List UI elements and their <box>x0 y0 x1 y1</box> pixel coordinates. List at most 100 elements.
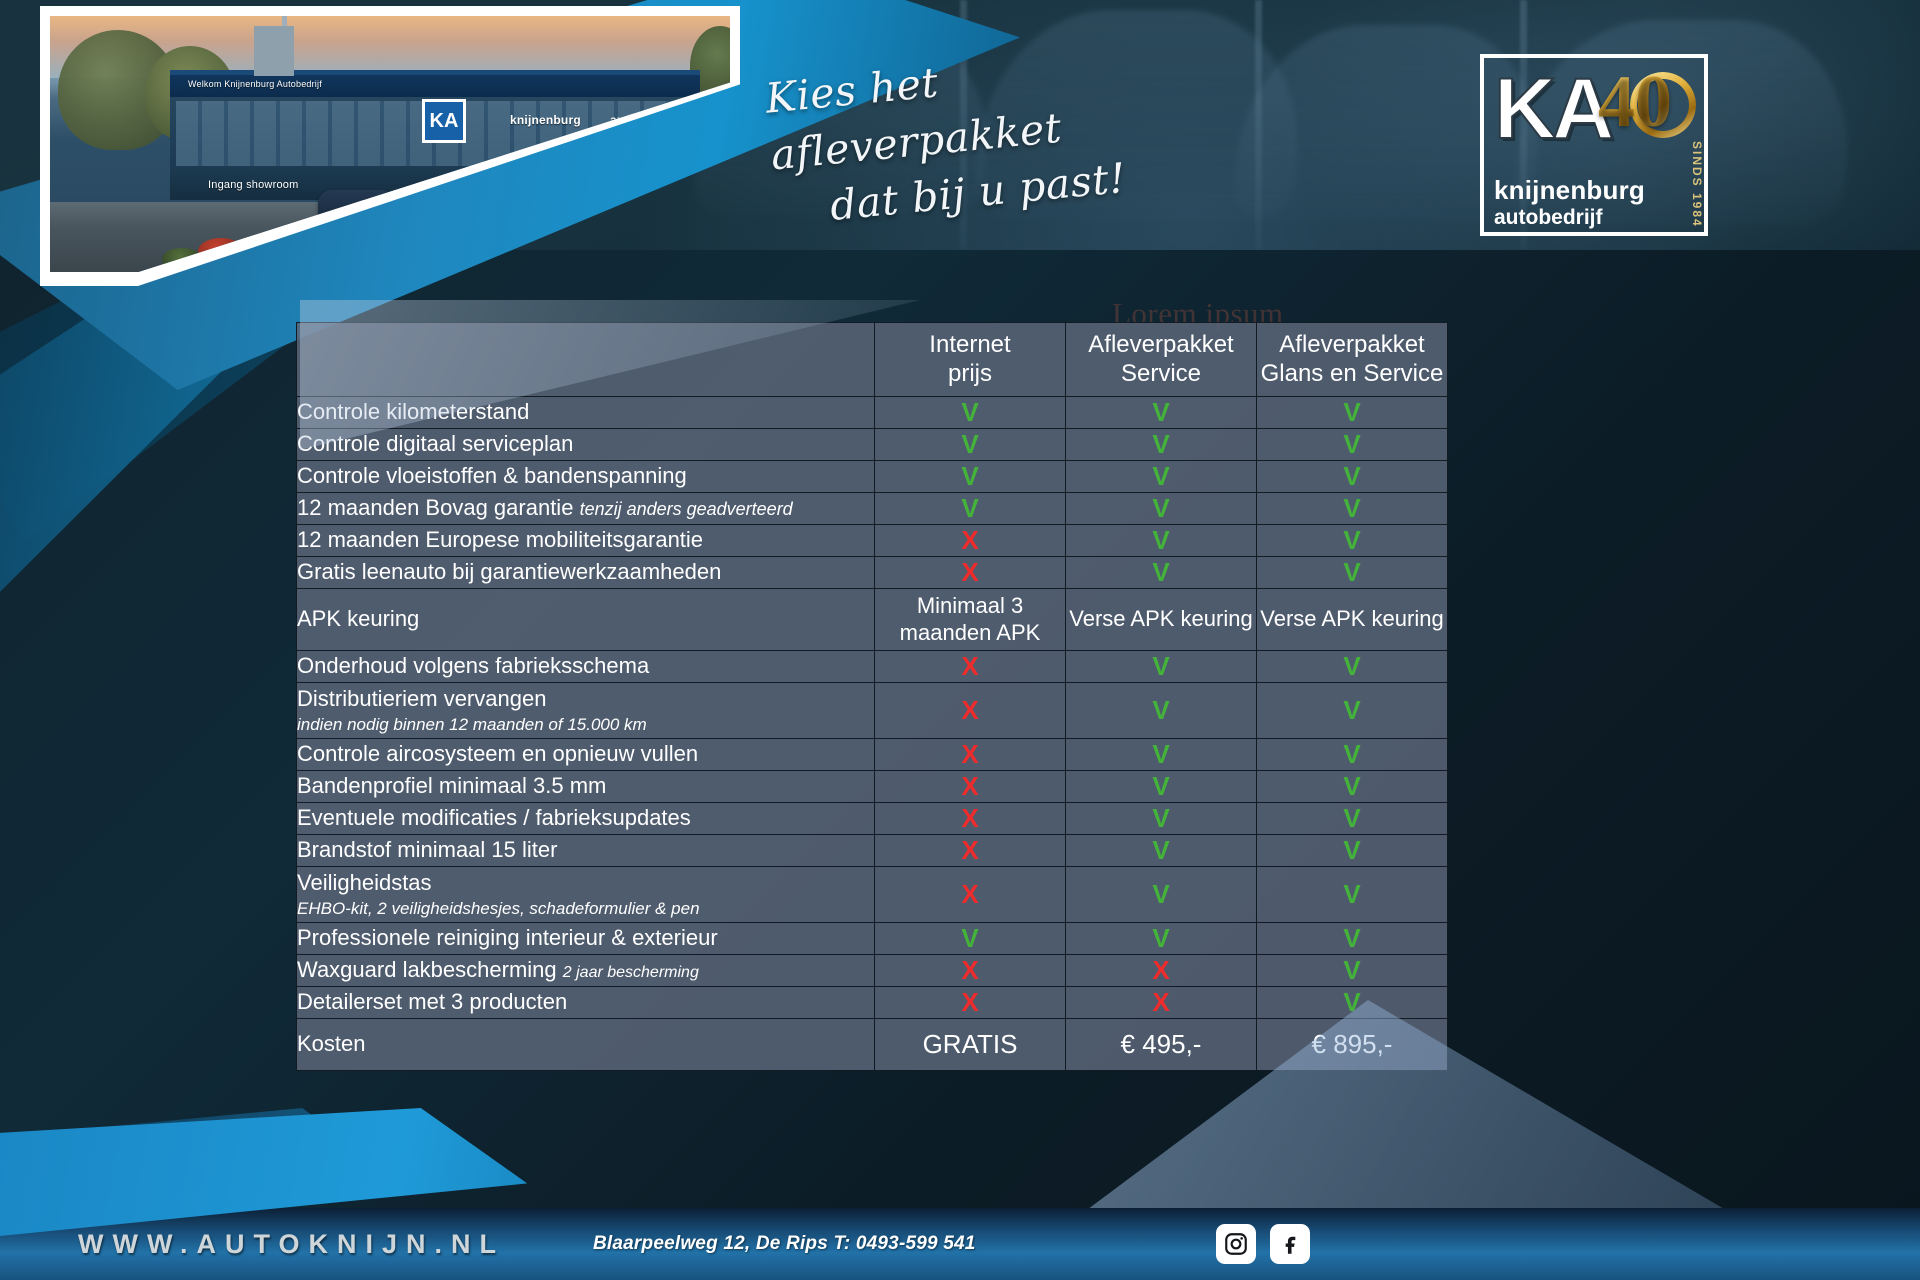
table-row: 12 maanden Bovag garantie tenzij anders … <box>296 492 1448 525</box>
check-mark-cell: V <box>1065 834 1257 867</box>
check-icon: V <box>1152 771 1170 801</box>
background-pole <box>1520 0 1527 250</box>
background-pole <box>1255 0 1262 250</box>
check-icon: V <box>1343 461 1361 491</box>
cross-icon: X <box>961 771 979 801</box>
cross-icon: X <box>961 955 979 985</box>
logo-ka-text: KA <box>1493 60 1615 158</box>
logo-since-text: SINDS 1984 <box>1690 141 1704 228</box>
check-icon: V <box>1152 923 1170 953</box>
check-mark-cell: V <box>1065 556 1257 589</box>
table-row: Brandstof minimaal 15 liter X V V <box>296 834 1448 867</box>
instagram-icon[interactable] <box>1216 1224 1256 1264</box>
check-icon: V <box>961 429 979 459</box>
table-row: Gratis leenauto bij garantiewerkzaamhede… <box>296 556 1448 589</box>
header-line-1: Afleverpakket <box>1279 331 1425 359</box>
facebook-icon[interactable] <box>1270 1224 1310 1264</box>
footer-social-links <box>1216 1224 1310 1264</box>
cross-mark-cell: X <box>1065 954 1257 987</box>
check-icon: V <box>1152 525 1170 555</box>
feature-cell: 12 maanden Bovag garantie tenzij anders … <box>296 492 875 525</box>
cross-mark-cell: X <box>874 650 1066 683</box>
check-mark-cell: V <box>1065 682 1257 739</box>
feature-cell: Kosten <box>296 1018 875 1071</box>
feature-label: Professionele reiniging interieur & exte… <box>297 925 718 951</box>
feature-cell: Controle vloeistoffen & bandenspanning <box>296 460 875 493</box>
feature-label: Controle kilometerstand <box>297 399 530 425</box>
check-mark-cell: V <box>874 396 1066 429</box>
check-icon: V <box>1152 557 1170 587</box>
table-row: Distributieriem vervangen indien nodig bi… <box>296 682 1448 739</box>
cross-mark-cell: X <box>874 986 1066 1019</box>
check-icon: V <box>1152 695 1170 725</box>
check-mark-cell: V <box>1065 866 1257 923</box>
cross-mark-cell: X <box>874 738 1066 771</box>
table-row: Controle kilometerstand V V V <box>296 396 1448 429</box>
background-pole <box>960 0 967 250</box>
check-mark-cell: V <box>874 492 1066 525</box>
check-mark-cell: V <box>1065 460 1257 493</box>
check-icon: V <box>961 493 979 523</box>
check-icon: V <box>1152 493 1170 523</box>
feature-cell: Bandenprofiel minimaal 3.5 mm <box>296 770 875 803</box>
table-header-column-3: Afleverpakket Glans en Service <box>1256 322 1448 397</box>
feature-label: 12 maanden Europese mobiliteitsgarantie <box>297 527 704 553</box>
cross-mark-cell: X <box>1065 986 1257 1019</box>
header-line-1: Afleverpakket <box>1088 331 1234 359</box>
cross-mark-cell: X <box>874 866 1066 923</box>
check-icon: V <box>1343 557 1361 587</box>
feature-label: Distributieriem vervangen <box>297 685 547 711</box>
check-icon: V <box>1343 803 1361 833</box>
check-icon: V <box>1343 429 1361 459</box>
feature-label: Onderhoud volgens fabrieksschema <box>297 653 650 679</box>
cross-icon: X <box>961 695 979 725</box>
value-cell: Verse APK keuring <box>1065 588 1257 651</box>
table-body: Controle kilometerstand V V V Controle digit… <box>296 396 1448 1071</box>
footer-website-url[interactable]: WWW.AUTOKNIJN.NL <box>78 1228 505 1259</box>
table-row: 12 maanden Europese mobiliteitsgarantie X… <box>296 524 1448 557</box>
cross-mark-cell: X <box>874 802 1066 835</box>
feature-note: 2 jaar bescherming <box>562 964 699 982</box>
check-icon: V <box>961 461 979 491</box>
logo-company-name: knijnenburg <box>1494 175 1645 205</box>
photo-welcome-sign: Welkom Knijnenburg Autobedrijf <box>188 79 322 89</box>
feature-cell: Distributieriem vervangen indien nodig bi… <box>296 682 875 739</box>
check-icon: V <box>1343 397 1361 427</box>
cross-icon: X <box>961 987 979 1017</box>
header-line-2: Glans en Service <box>1260 359 1444 387</box>
check-mark-cell: V <box>1256 460 1448 493</box>
check-mark-cell: V <box>1065 524 1257 557</box>
table-row: APK keuring Minimaal 3 maanden APK Verse A… <box>296 588 1448 651</box>
check-mark-cell: V <box>1256 396 1448 429</box>
feature-cell: Onderhoud volgens fabrieksschema <box>296 650 875 683</box>
feature-cell: Controle kilometerstand <box>296 396 875 429</box>
table-row: Controle vloeistoffen & bandenspanning V V… <box>296 460 1448 493</box>
feature-label: Veiligheidstas <box>297 869 432 895</box>
value-cell: € 495,- <box>1065 1018 1257 1071</box>
check-mark-cell: V <box>1065 492 1257 525</box>
feature-label: Controle vloeistoffen & bandenspanning <box>297 463 687 489</box>
logo-anniversary-ring <box>1630 72 1696 138</box>
logo-company-subtitle: autobedrijf <box>1494 206 1603 229</box>
table-row: Kosten GRATIS € 495,- € 895,- <box>296 1018 1448 1071</box>
table-header-feature-cell <box>296 322 875 397</box>
feature-cell: Gratis leenauto bij garantiewerkzaamhede… <box>296 556 875 589</box>
check-mark-cell: V <box>1256 866 1448 923</box>
cross-icon: X <box>961 651 979 681</box>
check-mark-cell: V <box>1256 954 1448 987</box>
check-icon: V <box>1343 955 1361 985</box>
cross-mark-cell: X <box>874 770 1066 803</box>
feature-cell: Veiligheidstas EHBO-kit, 2 veiligheidshes… <box>296 866 875 923</box>
table-header: Internet prijs Afleverpakket Service Aflever… <box>296 322 1448 397</box>
photo-entrance-sign: Ingang showroom <box>208 179 299 191</box>
check-mark-cell: V <box>1065 738 1257 771</box>
feature-label: APK keuring <box>297 606 420 632</box>
feature-label: Controle aircosysteem en opnieuw vullen <box>297 741 699 767</box>
table-row: Professionele reiniging interieur & exte… <box>296 922 1448 955</box>
table-row: Eventuele modificaties / fabrieksupdates… <box>296 802 1448 835</box>
check-mark-cell: V <box>1256 492 1448 525</box>
check-icon: V <box>1343 651 1361 681</box>
photo-pole-arm <box>254 26 294 76</box>
check-icon: V <box>1152 803 1170 833</box>
feature-label: Bandenprofiel minimaal 3.5 mm <box>297 773 607 799</box>
